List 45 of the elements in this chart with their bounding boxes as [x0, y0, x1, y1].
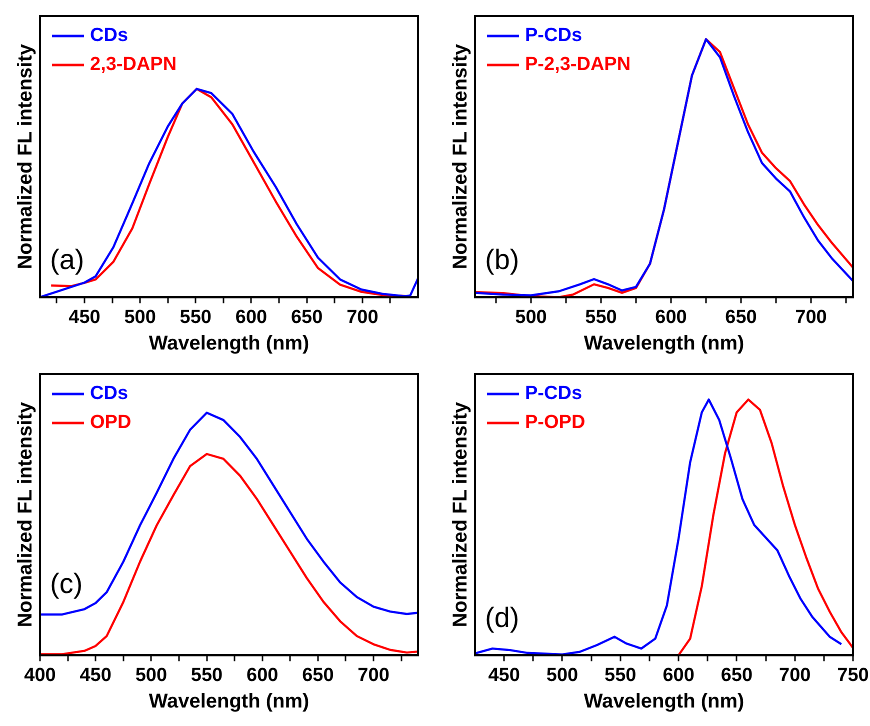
x-axis-title: Wavelength (nm): [584, 332, 744, 355]
x-tick-label: 450: [488, 664, 520, 686]
annotation: (d): [485, 602, 520, 634]
x-tick-label: 600: [662, 664, 694, 686]
y-axis-title: Normalized FL intensity: [14, 401, 37, 628]
x-tick-label: 400: [24, 664, 56, 686]
x-tick-label: 650: [290, 306, 323, 328]
legend-label: P-CDs: [525, 25, 582, 46]
legend-label: P-OPD: [525, 412, 586, 434]
x-tick-label: 550: [604, 664, 636, 686]
x-axis-title: Wavelength (nm): [148, 332, 310, 355]
x-tick-label: 550: [180, 306, 212, 328]
legend-label: OPD: [90, 412, 132, 434]
x-tick-label: 650: [725, 306, 757, 328]
x-tick-label: 450: [68, 306, 100, 328]
x-tick-label: 750: [837, 664, 869, 686]
y-axis-title: Normalized FL intensity: [14, 43, 37, 270]
x-axis-title: Wavelength (nm): [148, 690, 310, 713]
y-axis-title: Normalized FL intensity: [450, 43, 472, 270]
legend-label: P-CDs: [525, 383, 582, 404]
annotation: (c): [50, 568, 83, 600]
x-tick-label: 550: [585, 306, 617, 328]
x-tick-label: 700: [346, 306, 378, 328]
x-tick-label: 700: [358, 664, 390, 686]
x-tick-label: 700: [778, 664, 811, 686]
x-tick-label: 600: [235, 306, 268, 328]
x-tick-label: 500: [515, 306, 547, 328]
x-tick-label: 550: [190, 664, 223, 686]
legend-label: P-2,3-DAPN: [525, 54, 631, 76]
x-tick-label: 500: [546, 664, 578, 686]
y-axis-title: Normalized FL intensity: [450, 401, 472, 628]
legend-label: CDs: [90, 383, 128, 404]
x-tick-label: 450: [80, 664, 112, 686]
annotation: (a): [50, 244, 84, 276]
x-tick-label: 700: [795, 306, 827, 328]
x-tick-label: 600: [246, 664, 278, 686]
legend-label: 2,3-DAPN: [90, 54, 177, 76]
x-tick-label: 600: [655, 306, 687, 328]
x-tick-label: 500: [124, 306, 156, 328]
annotation: (b): [485, 244, 520, 276]
x-axis-title: Wavelength (nm): [584, 690, 744, 713]
legend-label: CDs: [90, 25, 128, 46]
x-tick-label: 650: [720, 664, 753, 686]
x-tick-label: 650: [302, 664, 334, 686]
x-tick-label: 500: [135, 664, 168, 686]
